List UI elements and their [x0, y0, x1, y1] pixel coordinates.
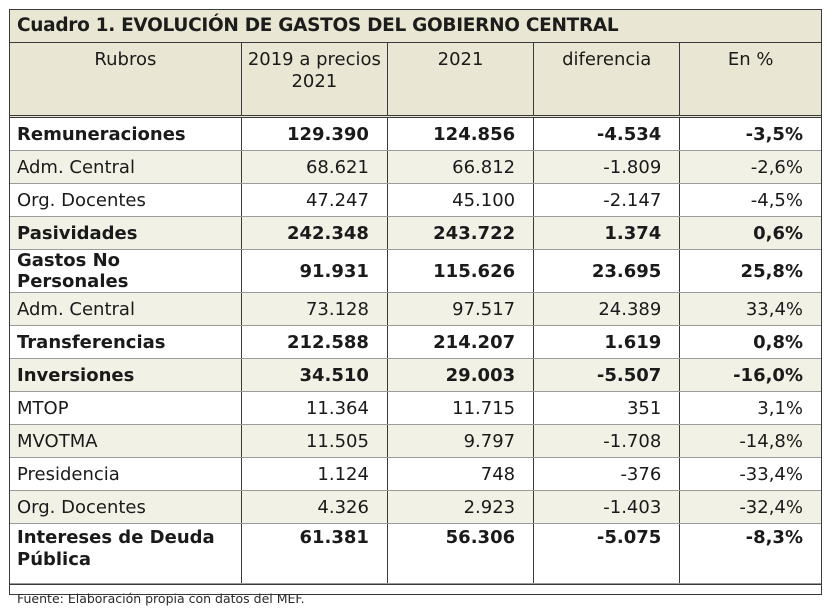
row-label: Pasividades [10, 216, 242, 250]
value-diff: -1.708 [533, 424, 680, 458]
value-2021: 97.517 [386, 292, 534, 326]
header-diferencia: diferencia [533, 43, 680, 117]
table-row: Pasividades 242.348 243.722 1.374 0,6% [10, 216, 821, 250]
value-2021: 243.722 [386, 216, 534, 250]
value-pct: -4,5% [679, 183, 821, 217]
value-pct: 33,4% [679, 292, 821, 326]
value-pct: -33,4% [679, 457, 821, 491]
value-diff: 351 [533, 391, 680, 425]
expense-table: Rubros 2019 a precios 2021 2021 diferenc… [10, 43, 821, 584]
table-row: Adm. Central 73.128 97.517 24.389 33,4% [10, 292, 821, 326]
table-row: MVOTMA 11.505 9.797 -1.708 -14,8% [10, 424, 821, 458]
table-row: Inversiones 34.510 29.003 -5.507 -16,0% [10, 358, 821, 392]
row-label: Org. Docentes [10, 490, 242, 524]
value-diff: -376 [533, 457, 680, 491]
table-title: Cuadro 1. EVOLUCIÓN DE GASTOS DEL GOBIER… [10, 10, 821, 43]
value-diff: 1.374 [533, 216, 680, 250]
row-label: Inversiones [10, 358, 242, 392]
value-pct: 0,6% [679, 216, 821, 250]
header-2021: 2021 [386, 43, 534, 117]
value-2021: 9.797 [386, 424, 534, 458]
value-2021: 56.306 [386, 523, 534, 584]
row-label: MVOTMA [10, 424, 242, 458]
row-label: Org. Docentes [10, 183, 242, 217]
table-row: Remuneraciones 129.390 124.856 -4.534 -3… [10, 116, 821, 151]
value-2019: 129.390 [240, 116, 388, 151]
header-row: Rubros 2019 a precios 2021 2021 diferenc… [10, 43, 821, 117]
row-label: Remuneraciones [10, 116, 242, 151]
value-diff: -1.809 [533, 150, 680, 184]
value-pct: -2,6% [679, 150, 821, 184]
value-2021: 11.715 [386, 391, 534, 425]
row-label: MTOP [10, 391, 242, 425]
value-2019: 242.348 [240, 216, 388, 250]
value-2019: 73.128 [240, 292, 388, 326]
value-2021: 45.100 [386, 183, 534, 217]
value-2021: 2.923 [386, 490, 534, 524]
value-pct: 0,8% [679, 325, 821, 359]
value-2021: 66.812 [386, 150, 534, 184]
value-2021: 214.207 [386, 325, 534, 359]
value-2021: 748 [386, 457, 534, 491]
value-pct: -8,3% [679, 523, 821, 584]
value-pct: 25,8% [679, 249, 821, 293]
header-rubros: Rubros [10, 43, 242, 117]
value-diff: 24.389 [533, 292, 680, 326]
value-diff: -1.403 [533, 490, 680, 524]
value-2021: 115.626 [386, 249, 534, 293]
table-row: Intereses de Deuda Pública 61.381 56.306… [10, 523, 821, 584]
row-label: Gastos No Personales [10, 249, 242, 293]
expense-table-frame: Cuadro 1. EVOLUCIÓN DE GASTOS DEL GOBIER… [9, 9, 822, 606]
table-row: Org. Docentes 4.326 2.923 -1.403 -32,4% [10, 490, 821, 524]
value-pct: -32,4% [679, 490, 821, 524]
table-row: MTOP 11.364 11.715 351 3,1% [10, 391, 821, 425]
header-percent: En % [679, 43, 821, 117]
value-2019: 61.381 [240, 523, 388, 584]
table-row: Presidencia 1.124 748 -376 -33,4% [10, 457, 821, 491]
table-row: Transferencias 212.588 214.207 1.619 0,8… [10, 325, 821, 359]
value-2019: 11.505 [240, 424, 388, 458]
value-diff: 1.619 [533, 325, 680, 359]
row-label: Adm. Central [10, 150, 242, 184]
row-label: Adm. Central [10, 292, 242, 326]
table-row: Gastos No Personales 91.931 115.626 23.6… [10, 249, 821, 293]
header-2019: 2019 a precios 2021 [240, 43, 388, 117]
value-2019: 91.931 [240, 249, 388, 293]
value-diff: -5.075 [533, 523, 680, 584]
table-source-note: Fuente: Elaboración propia con datos del… [10, 584, 821, 613]
value-pct: -3,5% [679, 116, 821, 151]
value-2019: 1.124 [240, 457, 388, 491]
value-2021: 124.856 [386, 116, 534, 151]
value-2019: 68.621 [240, 150, 388, 184]
value-pct: -14,8% [679, 424, 821, 458]
value-2019: 212.588 [240, 325, 388, 359]
row-label: Transferencias [10, 325, 242, 359]
value-2019: 47.247 [240, 183, 388, 217]
value-2021: 29.003 [386, 358, 534, 392]
value-2019: 11.364 [240, 391, 388, 425]
row-label: Intereses de Deuda Pública [10, 523, 242, 584]
value-diff: 23.695 [533, 249, 680, 293]
table-row: Org. Docentes 47.247 45.100 -2.147 -4,5% [10, 183, 821, 217]
value-diff: -2.147 [533, 183, 680, 217]
value-2019: 34.510 [240, 358, 388, 392]
row-label: Presidencia [10, 457, 242, 491]
value-pct: -16,0% [679, 358, 821, 392]
value-2019: 4.326 [240, 490, 388, 524]
value-diff: -5.507 [533, 358, 680, 392]
value-pct: 3,1% [679, 391, 821, 425]
value-diff: -4.534 [533, 116, 680, 151]
table-row: Adm. Central 68.621 66.812 -1.809 -2,6% [10, 150, 821, 184]
